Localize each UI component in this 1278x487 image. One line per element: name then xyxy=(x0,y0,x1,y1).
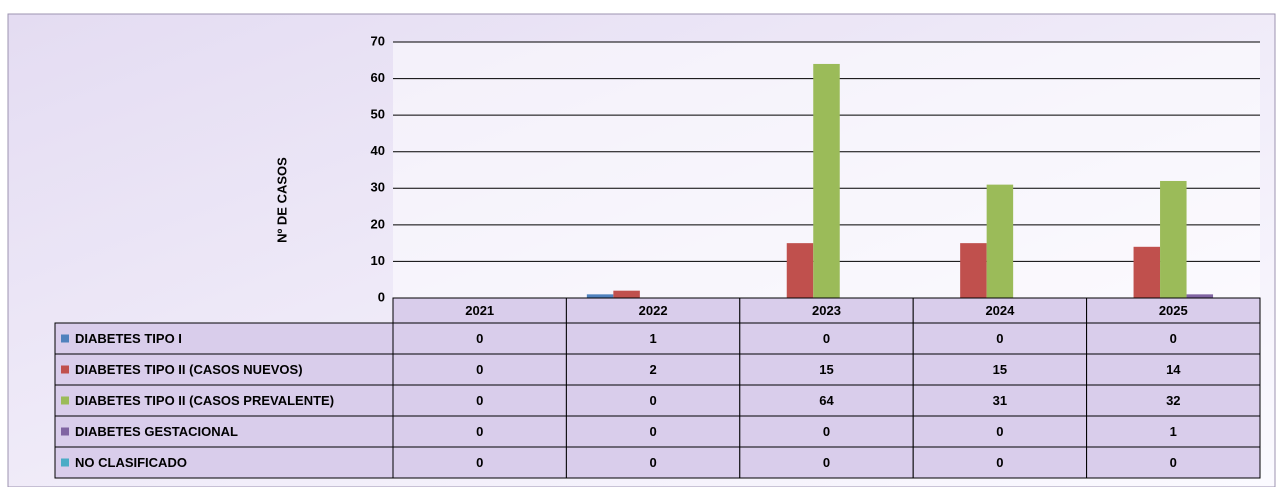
table-value: 0 xyxy=(476,424,483,439)
table-cell xyxy=(739,322,914,355)
table-cell xyxy=(392,297,567,324)
table-value: 64 xyxy=(819,393,834,408)
table-cell xyxy=(1086,353,1261,386)
table-value: 0 xyxy=(823,331,830,346)
table-value: 0 xyxy=(476,455,483,470)
table-cell xyxy=(565,353,741,386)
table-value: 1 xyxy=(1170,424,1177,439)
table-value: 31 xyxy=(993,393,1007,408)
y-tick-label: 60 xyxy=(371,70,385,85)
table-cell xyxy=(739,415,914,448)
legend-key xyxy=(61,396,69,405)
table-cell xyxy=(912,415,1088,448)
legend-key xyxy=(61,458,69,467)
table-cell xyxy=(392,353,567,386)
legend-label: NO CLASIFICADO xyxy=(75,455,187,470)
category-label: 2025 xyxy=(1159,303,1188,318)
table-cell xyxy=(912,297,1088,324)
y-tick-label: 70 xyxy=(371,33,385,48)
bar xyxy=(960,243,987,298)
table-value: 15 xyxy=(819,362,833,377)
table-cell xyxy=(54,415,394,448)
table-cell xyxy=(1086,384,1261,417)
legend-key xyxy=(61,427,69,436)
bar xyxy=(813,63,840,298)
y-axis-label: Nº DE CASOS xyxy=(274,157,289,243)
category-label: 2022 xyxy=(639,303,668,318)
bar xyxy=(986,184,1014,298)
bar xyxy=(586,294,614,298)
table-cell xyxy=(739,446,914,479)
table-value: 0 xyxy=(996,424,1003,439)
table-value: 0 xyxy=(649,424,656,439)
table-value: 0 xyxy=(649,455,656,470)
table-cell xyxy=(565,384,741,417)
table-cell xyxy=(739,353,914,386)
table-value: 0 xyxy=(823,455,830,470)
bar xyxy=(613,290,640,298)
legend-key xyxy=(61,334,69,343)
table-cell xyxy=(54,353,394,386)
table-value: 0 xyxy=(476,331,483,346)
table-cell xyxy=(392,384,567,417)
table-value: 0 xyxy=(1170,331,1177,346)
legend-label: DIABETES TIPO II (CASOS NUEVOS) xyxy=(75,362,303,377)
bar xyxy=(786,243,814,298)
y-tick-label: 20 xyxy=(371,216,385,231)
table-cell xyxy=(1086,446,1261,479)
table-cell xyxy=(739,384,914,417)
table-value: 15 xyxy=(993,362,1007,377)
table-value: 2 xyxy=(649,362,656,377)
table-value: 0 xyxy=(996,331,1003,346)
table-cell xyxy=(54,384,394,417)
table-value: 32 xyxy=(1166,393,1180,408)
y-tick-label: 40 xyxy=(371,143,385,158)
table-value: 14 xyxy=(1166,362,1181,377)
y-tick-label: 50 xyxy=(371,107,385,122)
category-label: 2021 xyxy=(465,303,494,318)
legend-label: DIABETES GESTACIONAL xyxy=(75,424,238,439)
legend-key xyxy=(61,365,69,374)
table-cell xyxy=(739,297,914,324)
bar xyxy=(1160,180,1187,298)
table-cell xyxy=(565,322,741,355)
table-value: 0 xyxy=(1170,455,1177,470)
table-value: 0 xyxy=(649,393,656,408)
category-label: 2024 xyxy=(985,303,1015,318)
table-value: 0 xyxy=(476,393,483,408)
bar xyxy=(1133,246,1161,298)
y-tick-label: 0 xyxy=(378,289,385,304)
bar xyxy=(1186,294,1214,298)
table-value: 0 xyxy=(823,424,830,439)
legend-label: DIABETES TIPO I xyxy=(75,331,182,346)
y-tick-label: 10 xyxy=(371,253,385,268)
table-value: 0 xyxy=(996,455,1003,470)
y-tick-label: 30 xyxy=(371,180,385,195)
table-value: 1 xyxy=(649,331,656,346)
category-label: 2023 xyxy=(812,303,841,318)
table-value: 0 xyxy=(476,362,483,377)
legend-label: DIABETES TIPO II (CASOS PREVALENTE) xyxy=(75,393,334,408)
table-cell xyxy=(1086,322,1261,355)
table-cell xyxy=(54,446,394,479)
table-cell xyxy=(565,446,741,479)
